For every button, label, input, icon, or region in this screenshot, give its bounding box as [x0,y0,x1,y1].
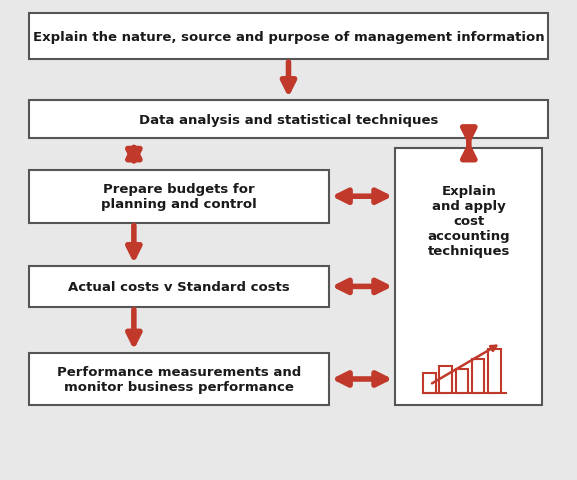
Text: Actual costs v Standard costs: Actual costs v Standard costs [68,280,290,293]
FancyBboxPatch shape [29,101,548,139]
FancyBboxPatch shape [29,14,548,60]
Text: Performance measurements and
monitor business performance: Performance measurements and monitor bus… [57,365,301,393]
Text: Explain the nature, source and purpose of management information: Explain the nature, source and purpose o… [33,31,544,44]
Text: Prepare budgets for
planning and control: Prepare budgets for planning and control [101,183,257,211]
FancyBboxPatch shape [29,266,329,307]
Bar [440,366,452,394]
Text: Explain
and apply
cost
accounting
techniques: Explain and apply cost accounting techni… [428,184,510,257]
Bar [471,359,484,394]
Bar [423,373,436,394]
FancyBboxPatch shape [395,149,542,406]
FancyBboxPatch shape [29,170,329,223]
Bar [456,370,469,394]
Bar [488,349,500,394]
FancyBboxPatch shape [29,353,329,406]
Text: Data analysis and statistical techniques: Data analysis and statistical techniques [139,113,438,127]
